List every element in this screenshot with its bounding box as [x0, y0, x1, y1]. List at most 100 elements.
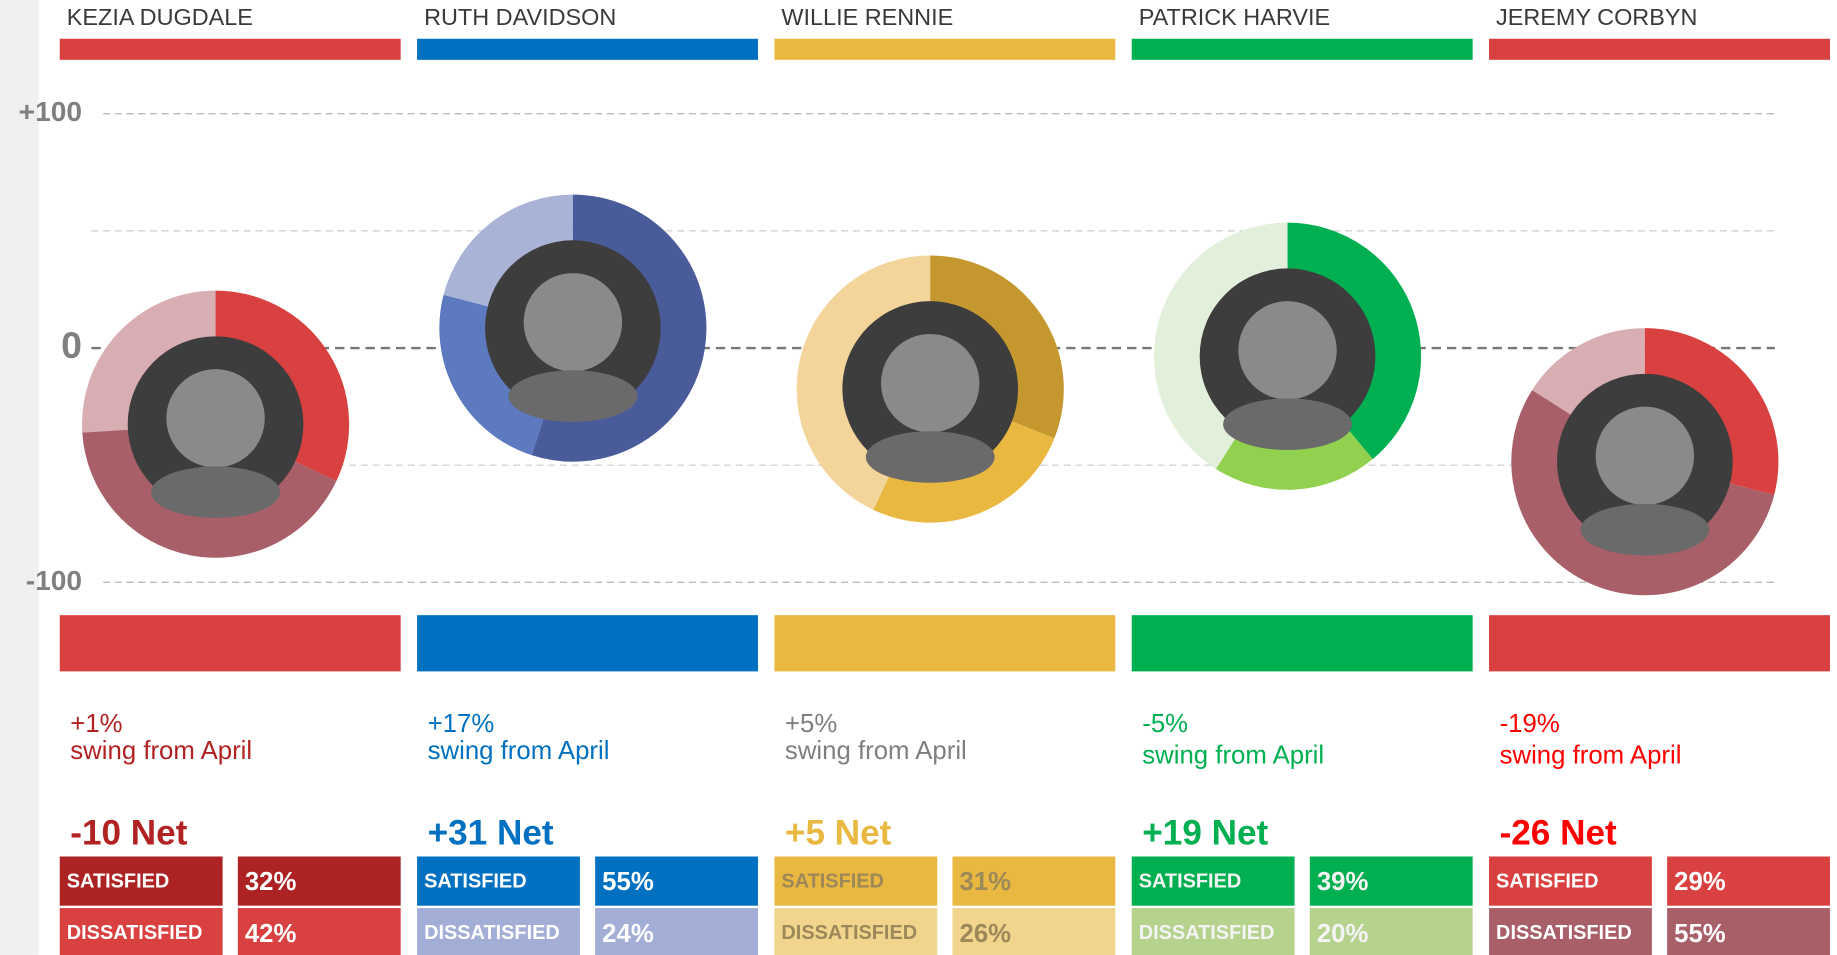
dissatisfied-value: 26% [960, 920, 1012, 948]
satisfied-value-cell [952, 856, 1116, 906]
dissatisfied-label-cell [774, 908, 938, 955]
footer-bar [1489, 615, 1830, 672]
portrait-face [881, 333, 980, 433]
satisfied-value-cell [1667, 856, 1830, 906]
satisfied-label-cell [1489, 856, 1652, 906]
satisfied-value: 29% [1674, 868, 1726, 896]
swing-text: swing from April [428, 737, 610, 765]
dissatisfied-label: DISSATISFIED [781, 922, 917, 944]
portrait-body [1580, 503, 1710, 556]
leader-name: RUTH DAVIDSON [424, 4, 616, 30]
swing-text: swing from April [1142, 742, 1324, 770]
donut-dissatisfied [1215, 422, 1373, 490]
dissatisfied-label: DISSATISFIED [1496, 922, 1632, 944]
donut-other [1153, 222, 1289, 469]
dissatisfied-label: DISSATISFIED [424, 922, 560, 944]
portrait-body [151, 466, 281, 518]
donut-dissatisfied [82, 428, 337, 558]
donut-satisfied [1286, 222, 1422, 460]
donut-dissatisfied [873, 420, 1055, 523]
swing-value: +5% [785, 710, 837, 738]
dissatisfied-label-cell [1489, 908, 1652, 955]
satisfied-value: 31% [960, 868, 1012, 896]
dissatisfied-label: DISSATISFIED [1139, 922, 1275, 944]
donut-other [443, 194, 574, 308]
footer-bar [774, 615, 1116, 672]
leader-name: JEREMY CORBYN [1496, 4, 1697, 30]
swing-value: +17% [428, 710, 495, 738]
swing-text: swing from April [70, 737, 252, 765]
y-tick-label: 0 [61, 324, 82, 366]
swing-text: swing from April [1500, 742, 1682, 770]
dissatisfied-label-cell [59, 908, 223, 955]
dissatisfied-value: 42% [245, 920, 297, 948]
swing-text: swing from April [785, 737, 967, 765]
portrait-face [1238, 301, 1337, 400]
net-label: +31 Net [428, 814, 554, 853]
footer-bar [59, 615, 401, 672]
portrait-face [166, 369, 265, 468]
y-tick-label: -100 [26, 565, 82, 596]
portrait-face [1595, 406, 1695, 506]
header-bar [774, 38, 1116, 60]
donut-satisfied [929, 255, 1064, 439]
satisfied-label: SATISFIED [424, 871, 527, 893]
footer-bar [417, 615, 758, 672]
net-label: -10 Net [70, 814, 187, 853]
header-bar [417, 38, 758, 60]
header-bar [1489, 38, 1830, 60]
satisfied-value: 39% [1317, 868, 1369, 896]
satisfied-label: SATISFIED [67, 871, 170, 893]
donut-other [796, 255, 931, 510]
satisfied-value: 55% [602, 868, 654, 896]
dissatisfied-value: 55% [1674, 920, 1726, 948]
header-bar [59, 38, 401, 60]
donut-satisfied [214, 290, 350, 482]
satisfied-label-cell [774, 856, 938, 906]
donut-other [82, 290, 217, 433]
satisfied-value-cell [595, 856, 758, 906]
dissatisfied-value: 20% [1317, 920, 1369, 948]
satisfied-value-cell [1309, 856, 1473, 906]
dissatisfied-value: 24% [602, 920, 654, 948]
dissatisfied-value-cell [595, 908, 758, 955]
satisfied-label: SATISFIED [1139, 871, 1242, 893]
dissatisfied-value-cell [1667, 908, 1830, 955]
portrait-body [508, 370, 638, 422]
dissatisfied-label-cell [1131, 908, 1295, 955]
satisfied-value-cell [237, 856, 401, 906]
swing-value: +1% [70, 710, 122, 738]
satisfied-label: SATISFIED [1496, 871, 1599, 893]
leader-name: WILLIE RENNIE [781, 4, 953, 30]
portrait-body [865, 431, 995, 483]
swing-value: -19% [1500, 710, 1560, 738]
portrait-body [1223, 398, 1352, 450]
net-label: +19 Net [1142, 814, 1268, 853]
satisfied-label-cell [417, 856, 580, 906]
donut-satisfied [1644, 328, 1779, 495]
footer-bar [1131, 615, 1473, 672]
dissatisfied-label: DISSATISFIED [67, 922, 203, 944]
y-tick-label: +100 [19, 96, 82, 127]
donut-other [1532, 328, 1646, 416]
leader-name: PATRICK HARVIE [1139, 4, 1330, 30]
satisfied-label-cell [59, 856, 223, 906]
dissatisfied-label-cell [417, 908, 580, 955]
dissatisfied-value-cell [1309, 908, 1473, 955]
satisfied-label-cell [1131, 856, 1295, 906]
net-label: +5 Net [785, 814, 892, 853]
swing-value: -5% [1142, 710, 1188, 738]
portrait-face [523, 273, 623, 372]
leader-name: KEZIA DUGDALE [67, 4, 253, 30]
header-bar [1131, 38, 1473, 60]
donut-dissatisfied [439, 294, 547, 456]
left-strip [0, 0, 39, 955]
satisfied-label: SATISFIED [781, 871, 884, 893]
net-label: -26 Net [1500, 814, 1617, 853]
donut-satisfied [531, 194, 707, 462]
dissatisfied-value-cell [952, 908, 1116, 955]
dissatisfied-value-cell [237, 908, 401, 955]
satisfied-value: 32% [245, 868, 297, 896]
